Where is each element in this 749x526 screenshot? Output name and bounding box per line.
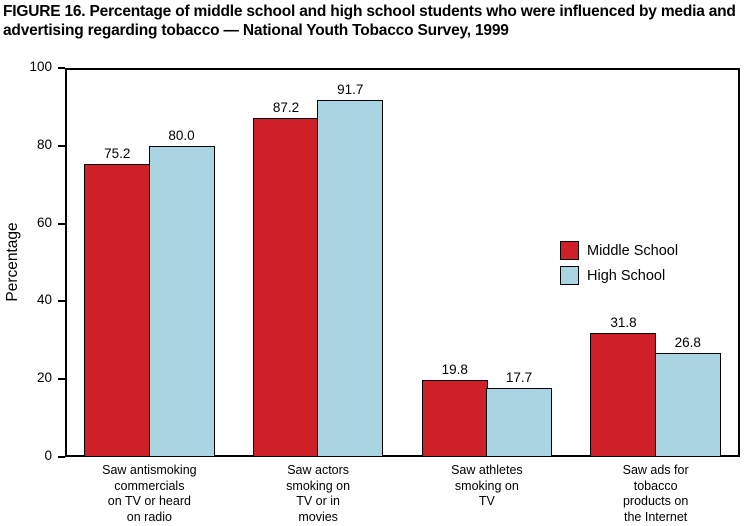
bar-value-label: 87.2 bbox=[272, 99, 300, 115]
x-category-label-line: on radio bbox=[126, 509, 172, 524]
x-category-label-line: on TV or heard bbox=[107, 494, 191, 508]
x-category-label-line: TV bbox=[478, 494, 495, 508]
bar-middle-school: 31.8 bbox=[590, 315, 657, 457]
x-category-label-line: the Internet bbox=[624, 509, 688, 524]
figure-title: FIGURE 16. Percentage of middle school a… bbox=[3, 3, 736, 39]
x-category-label-line: Saw antismoking bbox=[102, 463, 197, 477]
y-tick-label: 40 bbox=[36, 292, 52, 308]
bar-group: 31.8 26.8 bbox=[571, 68, 740, 457]
y-tick-label: 100 bbox=[29, 59, 52, 74]
x-category-label-line: commercials bbox=[114, 478, 185, 493]
legend-item: High School bbox=[560, 266, 678, 285]
x-category-label: Saw athletes smoking on TV bbox=[403, 463, 572, 510]
bar-high-school: 80.0 bbox=[148, 128, 215, 457]
x-category-label-line: smoking on bbox=[286, 478, 351, 493]
legend: Middle School High School bbox=[560, 241, 678, 291]
x-category-label: Saw antismoking commercials on TV or heard… bbox=[65, 463, 234, 525]
bar-value-label: 31.8 bbox=[610, 315, 637, 331]
bar-high-school: 26.8 bbox=[654, 335, 721, 457]
y-axis-title: Percentage bbox=[4, 222, 21, 302]
x-category-label-line: tobacco bbox=[633, 478, 678, 493]
bar-value-label: 17.7 bbox=[505, 370, 533, 386]
bar-middle-school: 75.2 bbox=[84, 146, 151, 457]
x-category-label-line: TV or in bbox=[296, 494, 340, 508]
y-tick-label: 80 bbox=[36, 136, 52, 152]
bar-value-label: 80.0 bbox=[168, 127, 195, 143]
x-category-label-line: movies bbox=[298, 509, 338, 524]
bar-high-school: 91.7 bbox=[317, 82, 384, 457]
x-category-label-line: Saw ads for bbox=[622, 463, 689, 477]
x-category-label-line: smoking on bbox=[454, 478, 519, 493]
x-category-label-line: products on bbox=[622, 494, 689, 508]
bar-middle-school: 87.2 bbox=[252, 100, 319, 457]
legend-swatch bbox=[560, 241, 579, 260]
y-tick-label: 0 bbox=[44, 448, 52, 463]
x-category-label-line: Saw athletes bbox=[451, 463, 523, 477]
bar-value-label: 19.8 bbox=[441, 361, 468, 377]
y-tick-mark bbox=[58, 222, 65, 225]
bar-group: 19.8 17.7 bbox=[403, 68, 572, 457]
legend-label: High School bbox=[587, 267, 666, 284]
legend-item: Middle School bbox=[560, 241, 678, 260]
bar-group: 75.2 80.0 bbox=[65, 68, 234, 457]
bar-middle-school: 19.8 bbox=[421, 362, 488, 457]
y-tick-mark bbox=[58, 144, 65, 147]
bar-group: 87.2 91.7 bbox=[234, 68, 403, 457]
y-tick-label: 20 bbox=[36, 370, 52, 386]
bar-high-school: 17.7 bbox=[486, 370, 553, 457]
x-category-label: Saw ads for tobacco products on the Interne… bbox=[571, 463, 740, 525]
y-tick-label: 60 bbox=[36, 214, 52, 230]
bar-value-label: 26.8 bbox=[674, 334, 701, 350]
x-category-label-line: Saw actors bbox=[287, 463, 350, 477]
legend-label: Middle School bbox=[587, 242, 679, 259]
y-tick-mark bbox=[58, 300, 65, 303]
y-tick-mark bbox=[58, 456, 65, 458]
y-tick-mark bbox=[58, 378, 65, 381]
bar-value-label: 91.7 bbox=[337, 82, 364, 98]
y-tick-mark bbox=[58, 67, 65, 69]
bar-value-label: 75.2 bbox=[104, 146, 131, 162]
x-category-label: Saw actors smoking on TV or in movies bbox=[234, 463, 403, 525]
legend-swatch bbox=[560, 266, 579, 285]
